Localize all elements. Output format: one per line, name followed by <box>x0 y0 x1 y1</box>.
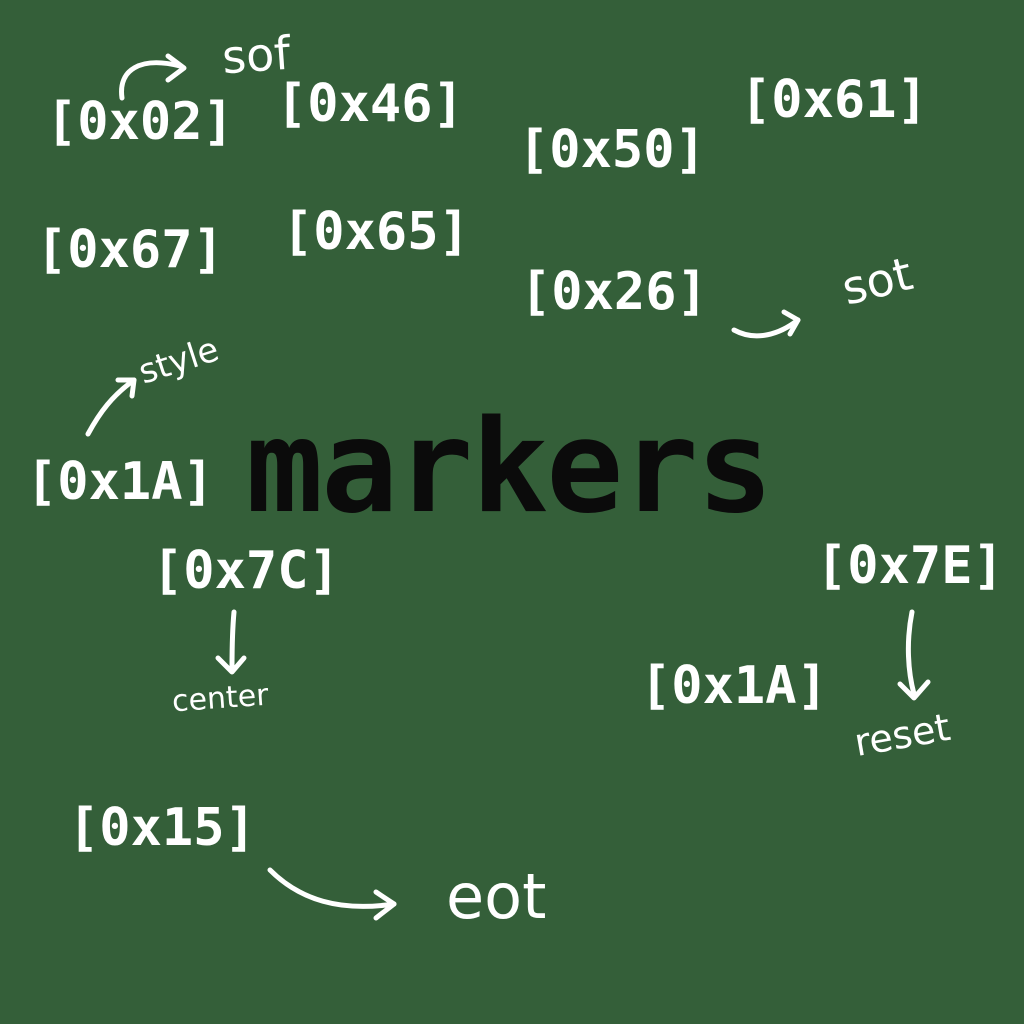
arrow-to-style <box>85 377 137 437</box>
annotation-center: center <box>170 677 270 720</box>
code-label-0x26: [0x26] <box>520 262 708 322</box>
code-label-0x61: [0x61] <box>740 70 928 130</box>
code-label-0x7c: [0x7C] <box>152 541 340 601</box>
arrow-to-reset <box>897 609 931 701</box>
arrow-to-sot <box>731 309 801 339</box>
annotation-sot: sot <box>836 246 918 316</box>
arrow-to-center <box>215 609 247 675</box>
code-label-0x65: [0x65] <box>282 202 470 262</box>
annotation-sof: sof <box>220 25 293 85</box>
code-label-0x67: [0x67] <box>36 220 224 280</box>
annotation-reset: reset <box>850 704 954 766</box>
code-label-0x1a-left: [0x1A] <box>26 452 214 512</box>
annotation-style: style <box>133 329 224 393</box>
code-label-0x1a-right: [0x1A] <box>640 656 828 716</box>
arrow-to-eot <box>267 867 397 921</box>
code-label-0x15: [0x15] <box>68 798 256 858</box>
code-label-0x02: [0x02] <box>46 92 234 152</box>
code-label-0x46: [0x46] <box>276 74 464 134</box>
page-title: markers <box>246 393 773 542</box>
annotation-eot: eot <box>446 860 547 933</box>
code-label-0x50: [0x50] <box>518 120 706 180</box>
code-label-0x7e: [0x7E] <box>816 536 1004 596</box>
